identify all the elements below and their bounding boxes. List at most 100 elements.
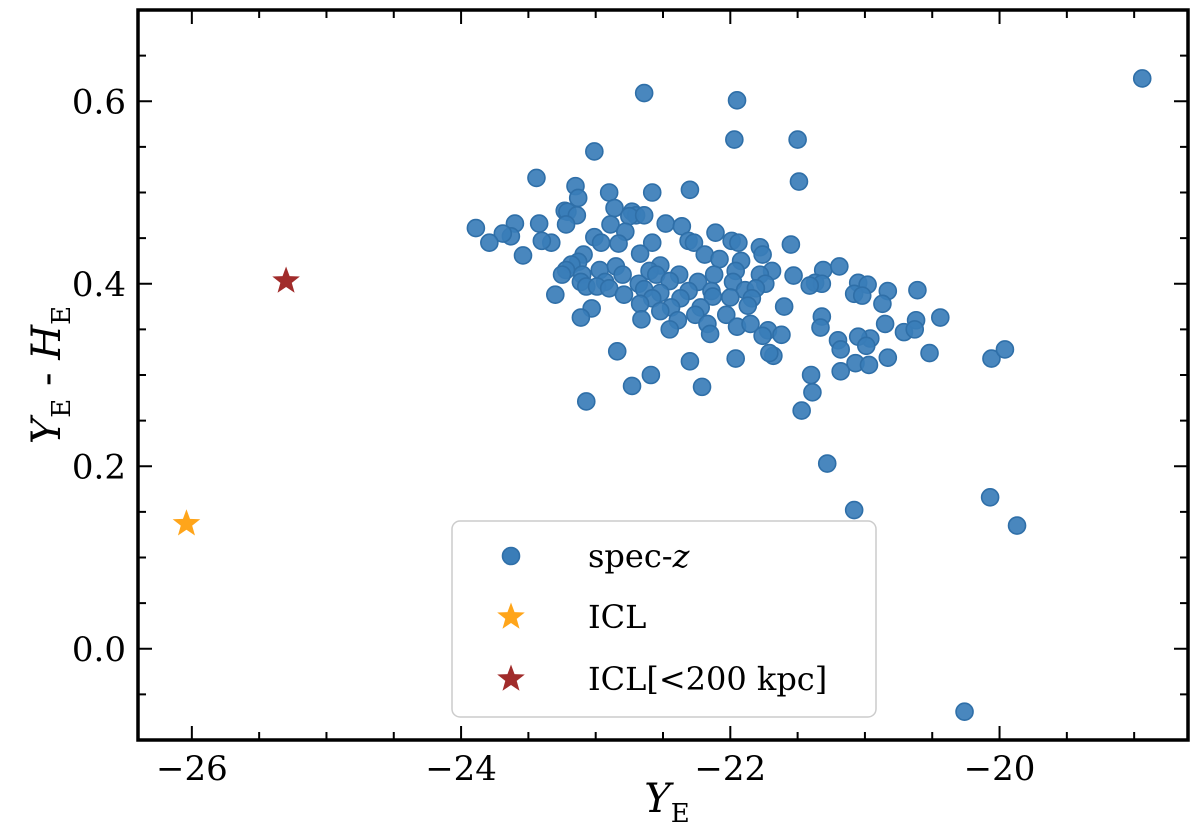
data-point-spec-z [591,233,611,252]
data-point-spec-z [831,340,850,359]
data-point-spec-z [556,215,576,234]
data-point-spec-z [1132,69,1152,88]
y-tick-label: 0.2 [72,447,126,487]
data-point-spec-z [721,288,740,307]
data-point-spec-z [931,308,950,327]
data-point-spec-z [803,383,822,402]
data-point-spec-z [792,401,811,420]
data-point-spec-z [684,233,704,252]
data-point-spec-z [651,301,670,321]
legend-label: spec-z [588,537,691,575]
x-axis-label: YE [644,776,689,829]
data-point-spec-z [641,365,661,385]
data-point-spec-z [546,285,565,305]
legend-label: ICL[<200 kpc] [588,660,827,698]
data-point-spec-z [905,320,925,339]
data-point-spec-z [614,285,634,305]
legend-marker-circle [501,546,521,566]
data-point-spec-z [607,341,627,361]
y-tick-label: 0.4 [72,265,126,305]
data-point-spec-z [480,233,499,252]
data-point-spec-z [585,142,604,161]
data-point-spec-z [753,245,772,264]
y-tick-label: 0.6 [72,82,126,122]
data-point-spec-z [710,249,729,269]
data-point-spec-z [704,265,724,284]
data-point-spec-z [878,348,898,367]
data-point-spec-z [856,336,876,356]
data-point-spec-z [634,206,654,225]
data-point-spec-z [706,223,725,242]
data-point-spec-z [772,325,791,345]
data-point-spec-z [800,276,820,295]
legend-marker-star [497,602,525,629]
data-point-spec-z [875,314,895,334]
legend-label: ICL [588,598,646,636]
y-tick-label: 0.0 [72,630,126,670]
data-point-spec-z [980,487,1000,507]
data-point-spec-z [729,233,748,252]
legend-entry: ICL[<200 kpc] [497,660,827,698]
data-point-spec-z [466,218,486,238]
legend-marker-star [497,664,525,691]
data-point-spec-z [513,246,533,265]
data-point-spec-z [852,286,872,305]
data-point-spec-z [995,340,1015,359]
data-point-spec-z [789,172,809,191]
x-tick-label: −22 [694,749,766,789]
data-point-spec-z [781,235,801,254]
data-point-spec-z [613,265,632,284]
data-point-spec-z [601,215,620,234]
data-point-spec-z [859,355,879,375]
y-axis-label: YE - HE [24,306,77,444]
data-point-spec-z [741,314,760,334]
data-point-spec-z [920,343,939,363]
data-point-spec-z [760,343,779,363]
data-point-spec-z [493,224,513,243]
x-tick-label: −24 [425,749,497,789]
data-point-spec-z [817,454,837,473]
data-point-spec-z [571,308,591,327]
x-tick-label: −26 [156,749,228,789]
data-point-spec-z [716,305,736,325]
data-point-spec-z [788,130,807,149]
data-point-spec-z [784,266,803,285]
data-point-spec-z [599,183,619,202]
data-point-spec-z [811,318,830,337]
data-point-spec-z [680,180,700,200]
data-point-spec-z [622,376,642,396]
data-point-spec-z [753,326,772,346]
data-points [172,69,1152,722]
data-point-spec-z [725,130,744,149]
legend-entry: spec-z [501,537,691,575]
data-point-spec-z [955,702,974,722]
data-point-spec-z [680,352,700,371]
icl-200kpc-star [272,266,300,293]
data-point-spec-z [774,297,794,316]
legend-box [451,520,877,718]
data-point-spec-z [692,377,712,397]
legend-entry: ICL [497,598,646,636]
data-point-spec-z [738,296,758,315]
icl-star [172,509,201,536]
data-point-spec-z [831,362,850,381]
data-point-spec-z [830,257,849,276]
data-point-spec-z [656,214,675,233]
data-point-spec-z [873,294,892,314]
data-point-spec-z [630,244,650,263]
data-point-spec-z [529,214,549,233]
data-point-spec-z [642,233,662,252]
data-point-spec-z [844,500,864,520]
data-point-spec-z [630,294,650,314]
data-point-spec-z [632,310,651,329]
data-point-spec-z [1007,516,1027,535]
data-point-spec-z [727,91,747,110]
data-point-spec-z [726,349,745,368]
data-point-spec-z [801,365,821,385]
data-point-spec-z [576,392,596,411]
data-point-spec-z [609,234,628,253]
data-point-spec-z [700,324,720,344]
data-point-spec-z [908,280,927,300]
data-point-spec-z [634,83,654,103]
